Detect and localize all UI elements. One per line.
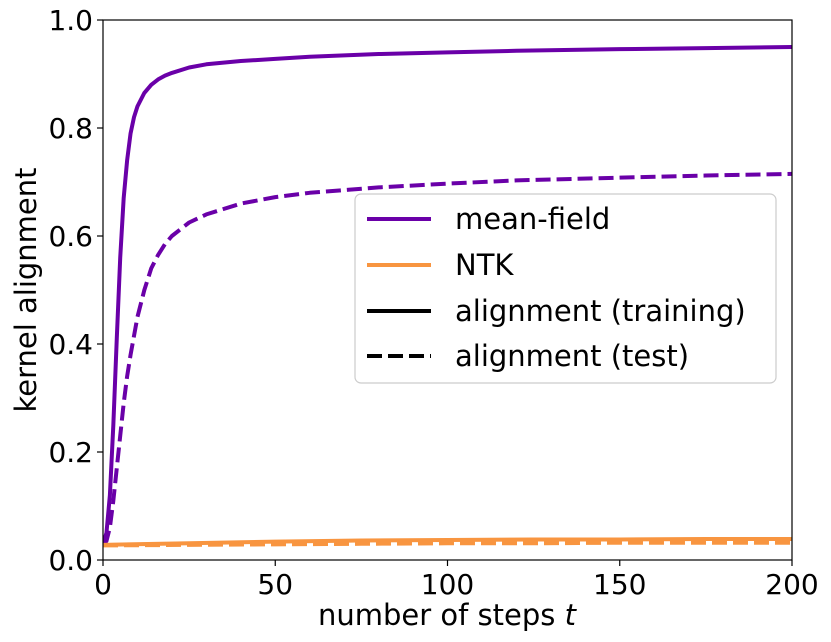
- series-line-NTK-test: [103, 540, 792, 548]
- legend: mean-field NTK alignment (training) alignme…: [354, 193, 777, 384]
- x-axis-ticks: 0 50 100 150 200: [94, 560, 819, 601]
- y-tick-label: 0.4: [48, 328, 93, 361]
- x-tick-label: 50: [257, 568, 293, 601]
- series-line-mean-field-training: [103, 45, 792, 545]
- legend-box: [354, 193, 777, 384]
- legend-label-0: mean-field: [455, 202, 610, 236]
- y-tick-label: 0.2: [48, 436, 93, 469]
- y-tick-label: 0.6: [48, 220, 93, 253]
- series-layer: [103, 45, 792, 548]
- y-tick-label: 0.0: [48, 544, 93, 577]
- legend-label-2: alignment (training): [455, 294, 746, 328]
- x-tick-label: 150: [593, 568, 646, 601]
- x-axis-label: number of steps t: [318, 598, 578, 632]
- x-tick-label: 100: [421, 568, 474, 601]
- legend-label-1: NTK: [455, 248, 514, 282]
- legend-label-3: alignment (test): [455, 339, 689, 373]
- plot-area: [102, 19, 793, 561]
- x-axis-label-variable: t: [565, 598, 578, 632]
- x-tick-label: 0: [94, 568, 112, 601]
- y-axis-ticks: 0.0 0.2 0.4 0.6 0.8 1.0: [48, 4, 103, 577]
- y-tick-label: 0.8: [48, 112, 93, 145]
- x-tick-label: 200: [765, 568, 818, 601]
- series-line-mean-field-test: [103, 171, 792, 546]
- y-tick-label: 1.0: [48, 4, 93, 37]
- y-axis-label: kernel alignment: [9, 167, 43, 412]
